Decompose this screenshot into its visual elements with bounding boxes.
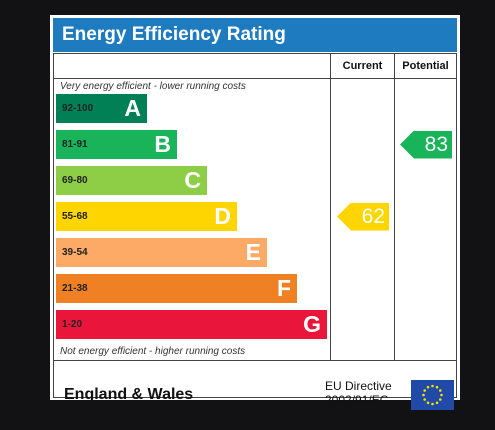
band-g: 1-20 G — [56, 310, 327, 339]
current-rating-arrow: 62 — [337, 202, 389, 231]
column-header-potential: Potential — [402, 60, 449, 72]
band-f: 21-38 F — [56, 274, 297, 303]
band-letter: F — [276, 275, 291, 301]
band-range: 69-80 — [62, 175, 88, 186]
divider-current — [330, 54, 331, 360]
band-c: 69-80 C — [56, 166, 207, 195]
band-letter: G — [303, 311, 321, 337]
directive-line-2: 2002/91/EC — [325, 393, 389, 407]
band-d: 55-68 D — [56, 202, 237, 231]
header-divider — [54, 78, 456, 79]
band-range: 92-100 — [62, 103, 94, 114]
footer-divider — [54, 360, 456, 361]
current-rating-value: 62 — [361, 204, 385, 228]
band-letter: A — [124, 95, 141, 121]
top-note: Very energy efficient - lower running co… — [60, 81, 246, 92]
band-range: 21-38 — [62, 283, 88, 294]
bottom-note: Not energy efficient - higher running co… — [60, 346, 246, 357]
rating-frame: Current Potential Very energy efficient … — [53, 53, 457, 410]
chart-title: Energy Efficiency Rating — [53, 18, 457, 52]
band-letter: E — [245, 239, 261, 265]
band-letter: C — [184, 167, 201, 193]
potential-rating-value: 83 — [424, 132, 448, 156]
directive-line-1: EU Directive — [325, 379, 392, 393]
footer-directive: EU Directive 2002/91/EC — [325, 379, 392, 407]
band-range: 55-68 — [62, 211, 88, 222]
band-range: 39-54 — [62, 247, 88, 258]
divider-potential — [394, 54, 395, 360]
footer-country: England & Wales — [64, 386, 194, 403]
band-letter: B — [154, 131, 171, 157]
eu-flag-icon — [411, 380, 454, 410]
band-e: 39-54 E — [56, 238, 267, 267]
potential-rating-arrow: 83 — [400, 130, 452, 159]
band-letter: D — [214, 203, 231, 229]
band-range: 1-20 — [62, 319, 83, 330]
band-range: 81-91 — [62, 139, 88, 150]
band-a: 92-100 A — [56, 94, 147, 123]
column-header-current: Current — [342, 60, 383, 72]
energy-rating-card: Energy Efficiency Rating Current Potenti… — [50, 15, 460, 410]
band-b: 81-91 B — [56, 130, 177, 159]
